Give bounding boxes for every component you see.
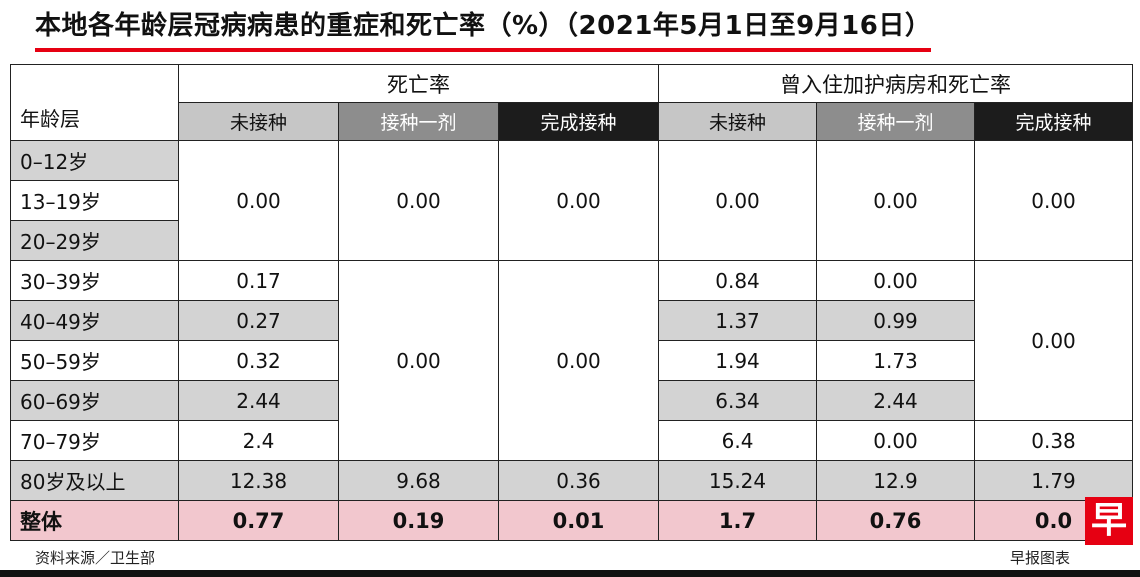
data-cell: 0.00	[497, 260, 660, 461]
death-one-dose-header: 接种一剂	[338, 102, 499, 141]
age-column-header: 年龄层	[10, 64, 179, 141]
table-row: 13–19岁	[10, 180, 1133, 221]
data-cell: 15.24	[658, 460, 818, 501]
data-cell: 6.4	[658, 420, 818, 461]
data-cell: 0.99	[816, 300, 976, 341]
table-row: 20–29岁	[10, 220, 1133, 261]
data-cell: 12.9	[816, 460, 976, 501]
age-label: 40–49岁	[10, 300, 179, 341]
data-cell: 0.38	[974, 420, 1134, 461]
data-cell: 2.44	[816, 380, 976, 421]
age-label: 20–29岁	[10, 220, 179, 261]
data-cell: 0.77	[178, 500, 339, 541]
data-cell: 0.36	[497, 460, 660, 501]
data-cell: 0.76	[816, 500, 976, 541]
data-cell: 0.01	[497, 500, 660, 541]
bottom-bar	[0, 570, 1140, 577]
age-label: 13–19岁	[10, 180, 179, 221]
age-label: 50–59岁	[10, 340, 179, 381]
table-row: 0–12岁 0.00 0.00 0.00 0.00 0.00 0.00	[10, 140, 1134, 261]
data-cell: 0.32	[178, 340, 339, 381]
icu-unvaccinated-header: 未接种	[658, 102, 818, 141]
data-cell: 0.00	[974, 260, 1134, 421]
page-title: 本地各年龄层冠病病患的重症和死亡率（%）（2021年5月1日至9月16日）	[35, 10, 932, 52]
vaccination-header-row: 未接种 接种一剂 完成接种 未接种 接种一剂 完成接种	[11, 102, 1134, 141]
table-row: 50–59岁 0.32 1.94 1.73	[10, 340, 1133, 381]
table-row: 30–39岁 0.17 0.00 0.00 0.84 0.00 0.00	[10, 260, 1134, 461]
data-cell: 0.84	[658, 260, 818, 301]
data-cell: 0.00	[658, 140, 818, 261]
zaobao-logo: 早	[1085, 497, 1133, 545]
zaobao-logo-glyph: 早	[1090, 500, 1127, 541]
credit-note: 早报图表	[1009, 549, 1070, 567]
data-cell: 0.00	[974, 140, 1134, 261]
death-rate-group-header: 死亡率	[177, 64, 660, 103]
data-cell: 6.34	[658, 380, 818, 421]
age-label: 80岁及以上	[10, 460, 179, 501]
data-cell: 1.7	[658, 500, 818, 541]
group-header-row: 年龄层 死亡率 曾入住加护病房和死亡率	[10, 64, 1134, 141]
table-row: 60–69岁 2.44 6.34 2.44	[10, 380, 1133, 421]
death-unvaccinated-header: 未接种	[178, 102, 339, 141]
age-label: 60–69岁	[10, 380, 179, 421]
data-cell: 2.4	[178, 420, 339, 461]
data-cell: 1.37	[658, 300, 818, 341]
data-cell: 0.00	[816, 140, 976, 261]
table-row: 80岁及以上 12.38 9.68 0.36 15.24 12.9 1.79	[10, 460, 1134, 501]
data-cell: 2.44	[178, 380, 339, 421]
data-cell: 1.94	[658, 340, 818, 381]
overall-row: 整体 0.77 0.19 0.01 1.7 0.76 0.0	[10, 500, 1134, 541]
data-cell: 9.68	[338, 460, 499, 501]
icu-one-dose-header: 接种一剂	[816, 102, 976, 141]
data-table: 年龄层 死亡率 曾入住加护病房和死亡率 未接种 接种一剂 完成接种 未接种 接种…	[10, 64, 1134, 541]
data-cell: 0.00	[816, 420, 976, 461]
data-cell: 0.00	[178, 140, 339, 261]
data-cell: 0.17	[178, 260, 339, 301]
age-label: 0–12岁	[10, 140, 179, 181]
death-fully-vaccinated-header: 完成接种	[497, 102, 660, 141]
age-label: 整体	[10, 500, 179, 541]
data-cell: 0.00	[338, 140, 499, 261]
data-cell: 12.38	[178, 460, 339, 501]
data-cell: 0.27	[178, 300, 339, 341]
age-label: 30–39岁	[10, 260, 179, 301]
icu-fully-vaccinated-header: 完成接种	[974, 102, 1134, 141]
data-cell: 0.00	[338, 260, 499, 461]
data-cell: 1.79	[974, 460, 1134, 501]
data-cell: 0.00	[816, 260, 976, 301]
data-cell: 0.19	[338, 500, 499, 541]
data-cell: 1.73	[816, 340, 976, 381]
age-label: 70–79岁	[10, 420, 179, 461]
data-cell: 0.00	[497, 140, 660, 261]
icu-group-header: 曾入住加护病房和死亡率	[658, 64, 1134, 103]
source-note: 资料来源／卫生部	[35, 549, 156, 567]
